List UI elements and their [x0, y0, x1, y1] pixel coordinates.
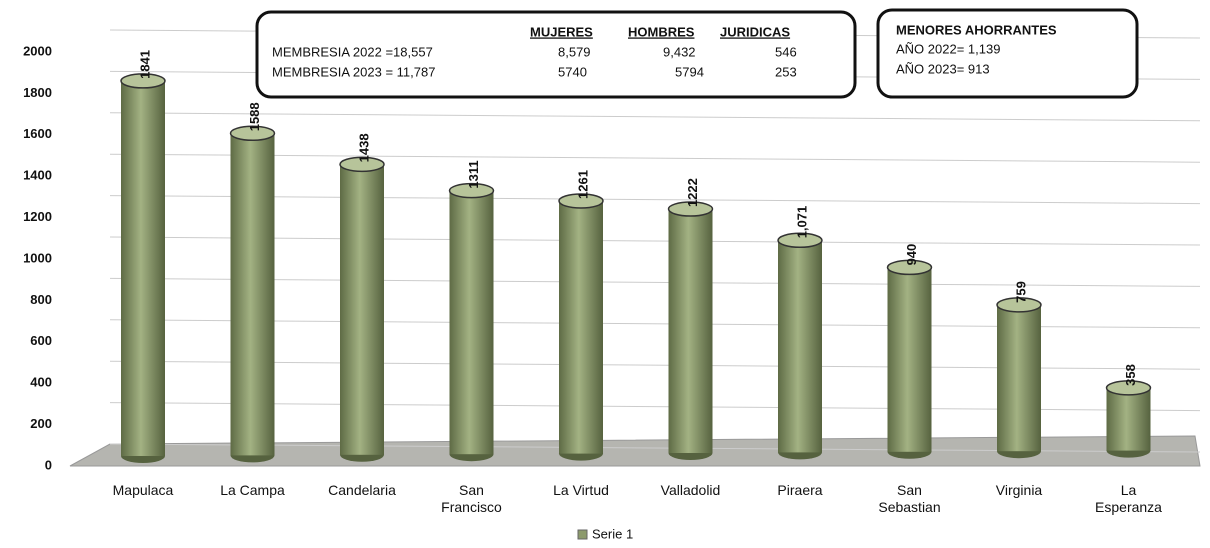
- row-label: MEMBRESIA 2022 =18,557: [272, 44, 433, 59]
- bar: [340, 164, 384, 455]
- row-value: 253: [775, 64, 797, 79]
- minors-line: AÑO 2023= 913: [896, 61, 990, 76]
- bar-top: [996, 297, 1042, 313]
- bar: [121, 80, 165, 457]
- row-value: 5740: [558, 64, 587, 79]
- row-value: 5794: [675, 64, 704, 79]
- value-label: 759: [1013, 281, 1028, 303]
- bar-top: [448, 182, 495, 199]
- y-tick-label: 1600: [23, 126, 52, 141]
- legend-swatch: [577, 529, 588, 540]
- x-tick-label: La Esperanza: [1095, 482, 1162, 515]
- minors-title: MENORES AHORRANTES: [896, 22, 1057, 37]
- bar: [1106, 387, 1151, 451]
- grid-line: [109, 277, 1201, 287]
- value-label: 358: [1123, 364, 1138, 386]
- y-tick-label: 400: [30, 375, 52, 390]
- y-tick-label: 800: [30, 292, 52, 307]
- minors-line: AÑO 2022= 1,139: [896, 41, 1000, 56]
- x-tick-label: Mapulaca: [112, 482, 174, 498]
- bar: [887, 267, 932, 452]
- value-label: 1222: [685, 178, 700, 207]
- y-tick-label: 1800: [23, 85, 52, 100]
- x-tick-label: San Sebastian: [878, 482, 941, 515]
- bar-top: [777, 232, 823, 249]
- value-label: 940: [904, 244, 919, 266]
- x-tick-label: San Francisco: [441, 482, 502, 515]
- value-label: 1261: [575, 170, 590, 199]
- legend-label: Serie 1: [592, 526, 633, 541]
- x-tick-label: Valladolid: [660, 482, 721, 498]
- header: HOMBRES: [628, 24, 695, 39]
- value-label: 1841: [137, 50, 152, 79]
- bar-top: [339, 156, 385, 173]
- bar-top: [1105, 380, 1152, 396]
- y-tick-label: 0: [45, 457, 52, 472]
- row-value: 8,579: [558, 44, 591, 59]
- bar: [778, 240, 822, 453]
- grid-line: [109, 112, 1201, 122]
- bar-top: [558, 193, 604, 209]
- x-tick-label: Piraera: [777, 482, 823, 498]
- y-tick-label: 2000: [23, 43, 52, 58]
- x-tick-label: Candelaria: [328, 482, 396, 498]
- grid-line: [109, 236, 1201, 246]
- bar-top: [886, 259, 933, 276]
- bar-top: [667, 201, 714, 217]
- header: JURIDICAS: [720, 24, 790, 39]
- value-label: 1588: [247, 102, 262, 131]
- y-tick-label: 600: [30, 333, 52, 348]
- y-tick-label: 200: [30, 416, 52, 431]
- row-value: 9,432: [663, 44, 696, 59]
- y-tick-label: 1000: [23, 250, 52, 265]
- y-tick-label: 1200: [23, 209, 52, 224]
- bar: [559, 200, 603, 454]
- bar: [230, 133, 275, 456]
- x-tick-label: Virginia: [995, 482, 1043, 498]
- value-label: 1438: [356, 133, 371, 162]
- bar-top: [229, 125, 276, 142]
- header: MUJERES: [530, 24, 593, 39]
- row-label: MEMBRESIA 2023 = 11,787: [272, 64, 435, 79]
- value-label: 1,071: [794, 206, 809, 239]
- bar: [449, 190, 494, 455]
- bar-top: [120, 73, 166, 89]
- grid-line: [109, 195, 1201, 205]
- bar: [668, 209, 713, 453]
- row-value: 546: [775, 44, 797, 59]
- value-label: 1311: [466, 160, 481, 188]
- y-tick-label: 1400: [23, 168, 52, 183]
- x-tick-label: La Virtud: [553, 482, 609, 498]
- membership-box: [255, 10, 857, 99]
- bar: [997, 304, 1041, 452]
- x-tick-label: La Campa: [220, 482, 285, 498]
- minors-box: [876, 8, 1139, 99]
- grid-line: [109, 153, 1201, 163]
